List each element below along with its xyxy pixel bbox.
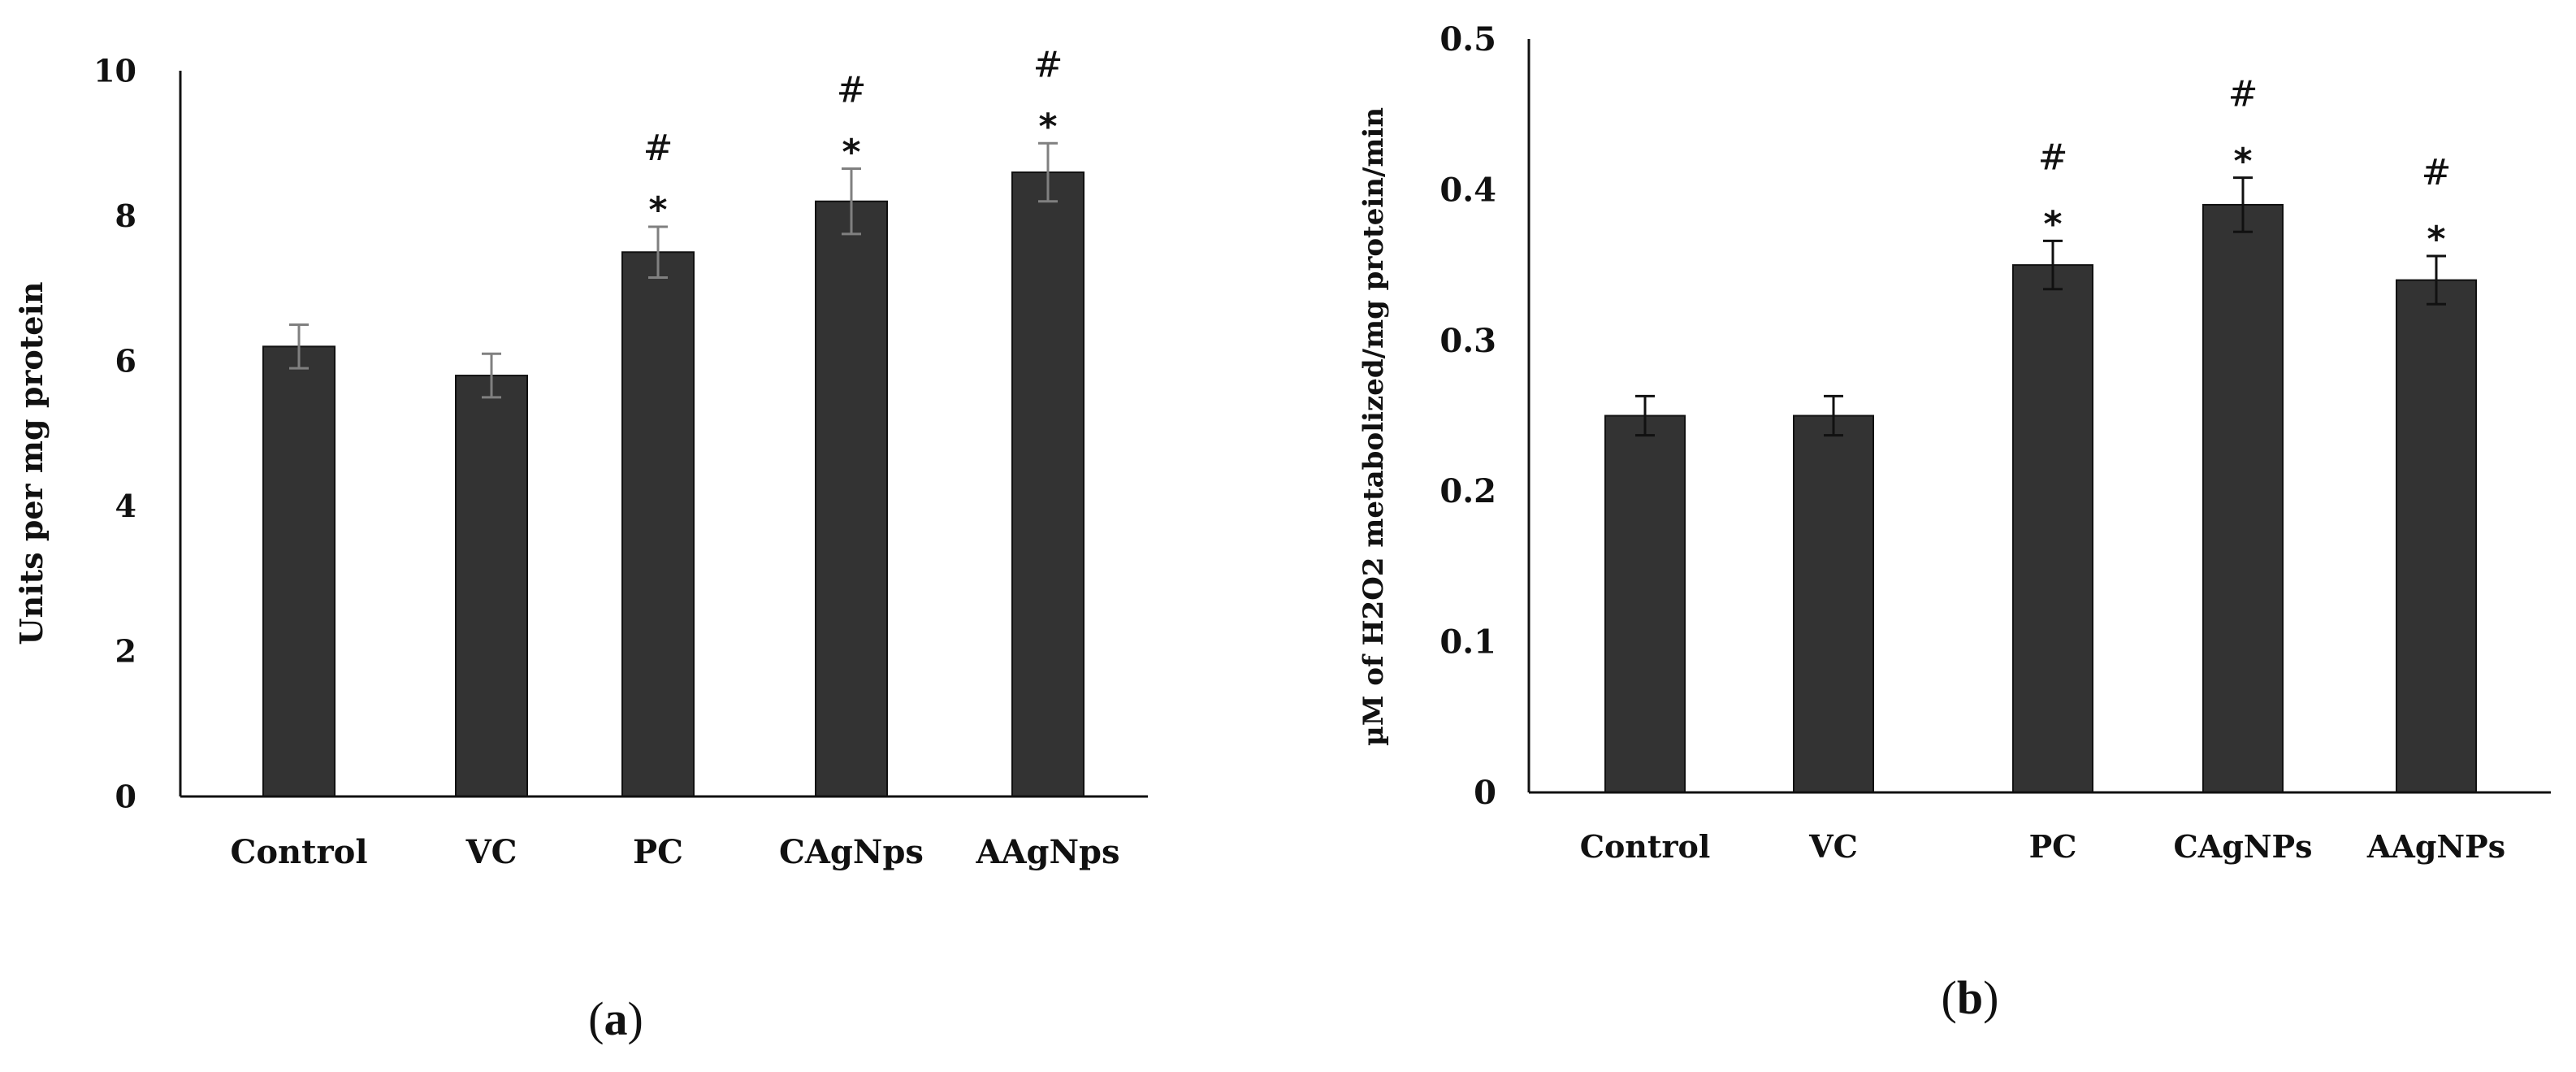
bar <box>455 375 528 797</box>
y-axis-label-b: µM of H2O2 metabolized/mg protein/min <box>1357 107 1390 746</box>
significance-asterisk: * <box>2043 204 2062 245</box>
significance-asterisk: * <box>2233 141 2252 182</box>
x-tick-label: CAgNps <box>779 833 924 871</box>
bar <box>2202 203 2284 793</box>
error-bar <box>2233 176 2253 233</box>
bar <box>621 251 695 797</box>
error-bar <box>289 323 309 370</box>
x-tick-label: PC <box>2029 828 2077 865</box>
significance-hash: # <box>837 70 867 111</box>
error-bar <box>482 352 501 399</box>
x-tick-label: VC <box>465 833 517 871</box>
x-tick-label: PC <box>633 833 683 871</box>
y-tick-label: 0.4 <box>1440 171 1496 209</box>
bar <box>2012 264 2093 794</box>
chart-panel-a: Units per mg protein 0 2 4 6 8 10 # * # * # * Cont… <box>13 44 1148 1045</box>
y-tick-label: 8 <box>115 197 136 234</box>
y-tick-label: 4 <box>115 488 136 524</box>
x-tick-label: AAgNps <box>975 833 1119 871</box>
y-axis-label-a: Units per mg protein <box>13 281 50 645</box>
y-tick-label: 10 <box>93 52 136 89</box>
x-tick-label: CAgNPs <box>2174 828 2313 865</box>
y-tick-label: 6 <box>115 343 136 380</box>
y-tick-label: 0 <box>1474 774 1496 812</box>
y-tick-label: 0.5 <box>1440 20 1496 59</box>
significance-hash: # <box>2038 137 2068 178</box>
significance-hash: # <box>1033 44 1063 85</box>
significance-asterisk: * <box>842 132 860 173</box>
error-bar <box>1824 394 1843 437</box>
error-bar <box>648 225 668 280</box>
x-tick-label: AAgNPs <box>2366 828 2505 865</box>
chart-panel-b: µM of H2O2 metabolized/mg protein/min 0 0… <box>1357 20 2551 1024</box>
significance-asterisk: * <box>648 189 667 231</box>
error-bar <box>2427 254 2446 306</box>
error-bar <box>2043 239 2063 291</box>
bar <box>815 200 888 798</box>
bar <box>2396 279 2477 793</box>
y-tick-label: 0.1 <box>1440 623 1496 662</box>
y-tick-label: 0.2 <box>1440 472 1496 510</box>
significance-asterisk: * <box>1038 106 1057 148</box>
significance-hash: # <box>643 128 673 169</box>
bar <box>1011 171 1085 797</box>
error-bar <box>1038 141 1058 203</box>
bar <box>1604 414 1686 793</box>
bar <box>262 345 336 797</box>
significance-hash: # <box>2228 74 2258 115</box>
panel-label-a: (a) <box>588 992 643 1045</box>
y-tick-label: 2 <box>115 633 136 670</box>
panel-label-b: (b) <box>1942 971 1999 1024</box>
error-bar <box>842 167 861 236</box>
bar <box>1793 414 1874 793</box>
x-tick-label: Control <box>1580 828 1711 865</box>
x-tick-label: Control <box>230 833 367 871</box>
error-bar <box>1635 394 1655 437</box>
x-tick-label: VC <box>1808 828 1858 865</box>
y-tick-label: 0 <box>115 778 136 814</box>
significance-asterisk: * <box>2427 219 2445 260</box>
significance-hash: # <box>2422 152 2452 193</box>
y-tick-label: 0.3 <box>1440 322 1496 360</box>
